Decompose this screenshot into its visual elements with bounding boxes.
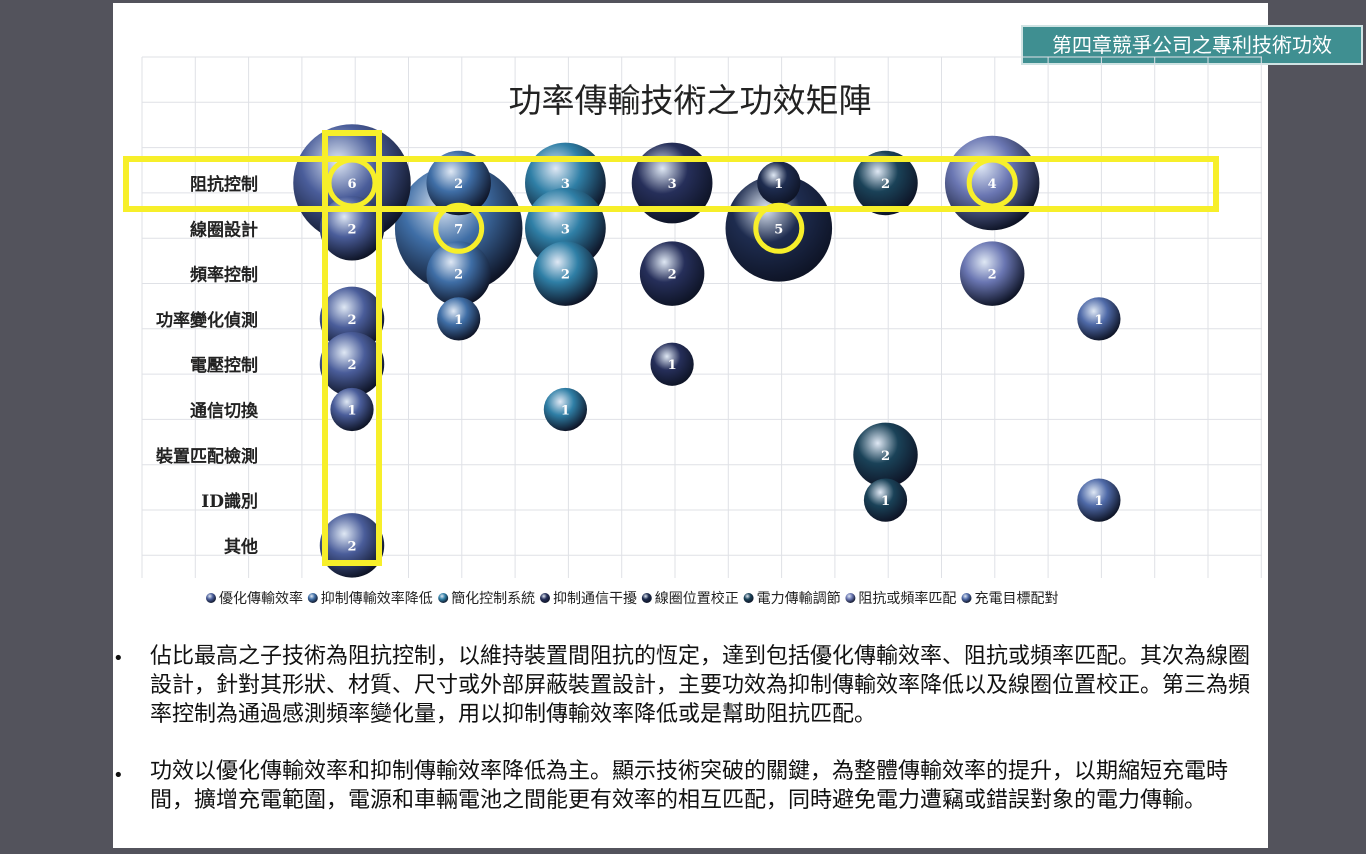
legend-item: 充電目標配對	[962, 591, 1059, 607]
bubble-label: 1	[454, 313, 463, 328]
legend-item: 簡化控制系統	[438, 591, 535, 607]
legend-label: 充電目標配對	[975, 591, 1059, 607]
legend-label: 抑制通信干擾	[553, 590, 637, 607]
bullet-text: 佔比最高之子技術為阻抗控制，以維持裝置間阻抗的恆定，達到包括優化傳輸效率、阻抗或…	[150, 642, 1255, 729]
bullet-text: 功效以優化傳輸效率和抑制傳輸效率降低為主。顯示技術突破的關鍵，為整體傳輸效率的提…	[150, 757, 1255, 815]
bubble-label: 2	[881, 449, 890, 464]
bubble-label: 3	[668, 177, 677, 192]
legend-item: 抑制通信干擾	[540, 590, 637, 607]
bubble-label: 1	[561, 404, 570, 419]
bubble-chart: 功率傳輸技術之功效矩陣阻抗控制線圈設計頻率控制功率變化偵測電壓控制通信切換裝置匹…	[0, 0, 1366, 640]
legend-label: 電力傳輸調節	[757, 590, 841, 607]
y-tick-label: 頻率控制	[189, 265, 258, 286]
legend-item: 線圈位置校正	[642, 590, 739, 607]
bubble-label: 2	[668, 268, 677, 283]
bubble-label: 4	[988, 177, 997, 192]
bubble-label: 1	[881, 494, 890, 509]
y-tick-label: 電壓控制	[190, 355, 258, 376]
bubble-label: 3	[561, 222, 570, 237]
bullet-marker: •	[113, 765, 124, 786]
legend-marker	[744, 593, 754, 603]
bubble-label: 2	[988, 268, 997, 283]
legend-label: 抑制傳輸效率降低	[321, 590, 433, 607]
bubble-label: 2	[881, 177, 890, 192]
legend-label: 簡化控制系統	[451, 591, 535, 607]
bubble-label: 2	[347, 539, 356, 554]
bubble-label: 2	[454, 177, 463, 192]
bubble-label: 1	[1094, 494, 1103, 509]
legend-item: 抑制傳輸效率降低	[308, 590, 433, 607]
chart-title: 功率傳輸技術之功效矩陣	[509, 81, 872, 120]
legend-marker	[540, 593, 550, 603]
bubble-label: 1	[347, 404, 356, 419]
bullet-list: • 佔比最高之子技術為阻抗控制，以維持裝置間阻抗的恆定，達到包括優化傳輸效率、阻…	[113, 640, 1268, 845]
legend-marker	[438, 593, 448, 603]
legend-item: 阻抗或頻率匹配	[845, 590, 956, 607]
legend-marker	[962, 593, 972, 603]
y-tick-label: 通信切換	[190, 401, 259, 422]
legend-item: 電力傳輸調節	[744, 590, 841, 607]
bubble-label: 2	[347, 222, 356, 237]
bubble-label: 2	[347, 358, 356, 373]
legend-marker	[206, 593, 216, 603]
bubble-label: 1	[1094, 313, 1103, 328]
legend-item: 優化傳輸效率	[206, 590, 303, 607]
bubble-label: 2	[561, 268, 570, 283]
legend-marker	[308, 593, 318, 603]
bubble-label: 2	[347, 313, 356, 328]
y-tick-label: ID識別	[201, 491, 258, 512]
legend-marker	[642, 593, 652, 603]
legend-label: 阻抗或頻率匹配	[858, 590, 956, 607]
y-tick-label: 功率變化偵測	[156, 310, 258, 331]
bubble-label: 5	[774, 222, 783, 237]
bubble-label: 1	[774, 177, 783, 192]
y-tick-label: 阻抗控制	[190, 174, 258, 195]
y-tick-label: 線圈設計	[190, 219, 258, 240]
bubble-label: 6	[347, 177, 356, 192]
legend-label: 線圈位置校正	[655, 590, 739, 607]
bullet-marker: •	[113, 648, 124, 669]
y-tick-label: 裝置匹配檢測	[155, 446, 258, 467]
y-tick-label: 其他	[224, 536, 258, 557]
legend-marker	[845, 593, 855, 603]
legend-label: 優化傳輸效率	[219, 590, 303, 607]
bubble-label: 7	[454, 222, 463, 237]
bubble-label: 2	[454, 268, 463, 283]
bubble-label: 1	[668, 358, 677, 373]
